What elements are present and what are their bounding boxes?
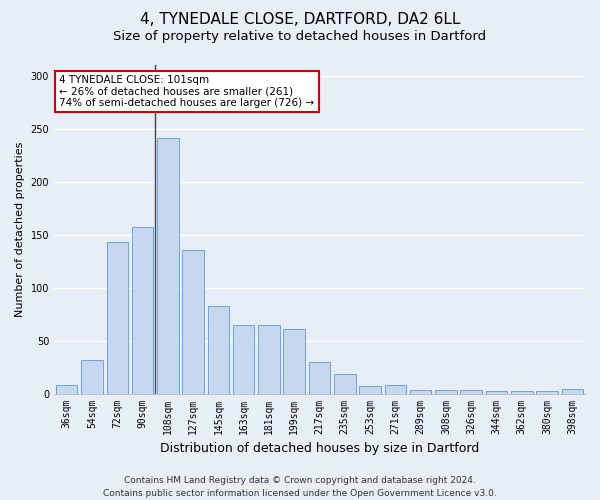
Bar (157, 138, 179, 394)
Text: 4 TYNEDALE CLOSE: 101sqm
← 26% of detached houses are smaller (261)
74% of semi-: 4 TYNEDALE CLOSE: 101sqm ← 26% of detach… (59, 75, 314, 108)
Bar (460, 390, 482, 394)
Text: 4, TYNEDALE CLOSE, DARTFORD, DA2 6LL: 4, TYNEDALE CLOSE, DARTFORD, DA2 6LL (140, 12, 460, 28)
Bar (107, 242, 128, 394)
Bar (410, 390, 431, 394)
Bar (283, 329, 305, 394)
Bar (56, 385, 77, 394)
Text: Contains HM Land Registry data © Crown copyright and database right 2024.
Contai: Contains HM Land Registry data © Crown c… (103, 476, 497, 498)
Bar (486, 392, 507, 394)
Bar (435, 390, 457, 394)
Bar (132, 227, 153, 394)
Bar (511, 392, 533, 394)
Bar (233, 324, 254, 394)
Bar (81, 360, 103, 394)
Text: Size of property relative to detached houses in Dartford: Size of property relative to detached ho… (113, 30, 487, 43)
Bar (359, 386, 381, 394)
Bar (334, 374, 356, 394)
Bar (562, 390, 583, 394)
Bar (536, 392, 558, 394)
Bar (258, 324, 280, 394)
Bar (182, 250, 204, 394)
Y-axis label: Number of detached properties: Number of detached properties (15, 142, 25, 317)
Bar (385, 385, 406, 394)
Bar (309, 362, 330, 394)
Bar (208, 306, 229, 394)
X-axis label: Distribution of detached houses by size in Dartford: Distribution of detached houses by size … (160, 442, 479, 455)
